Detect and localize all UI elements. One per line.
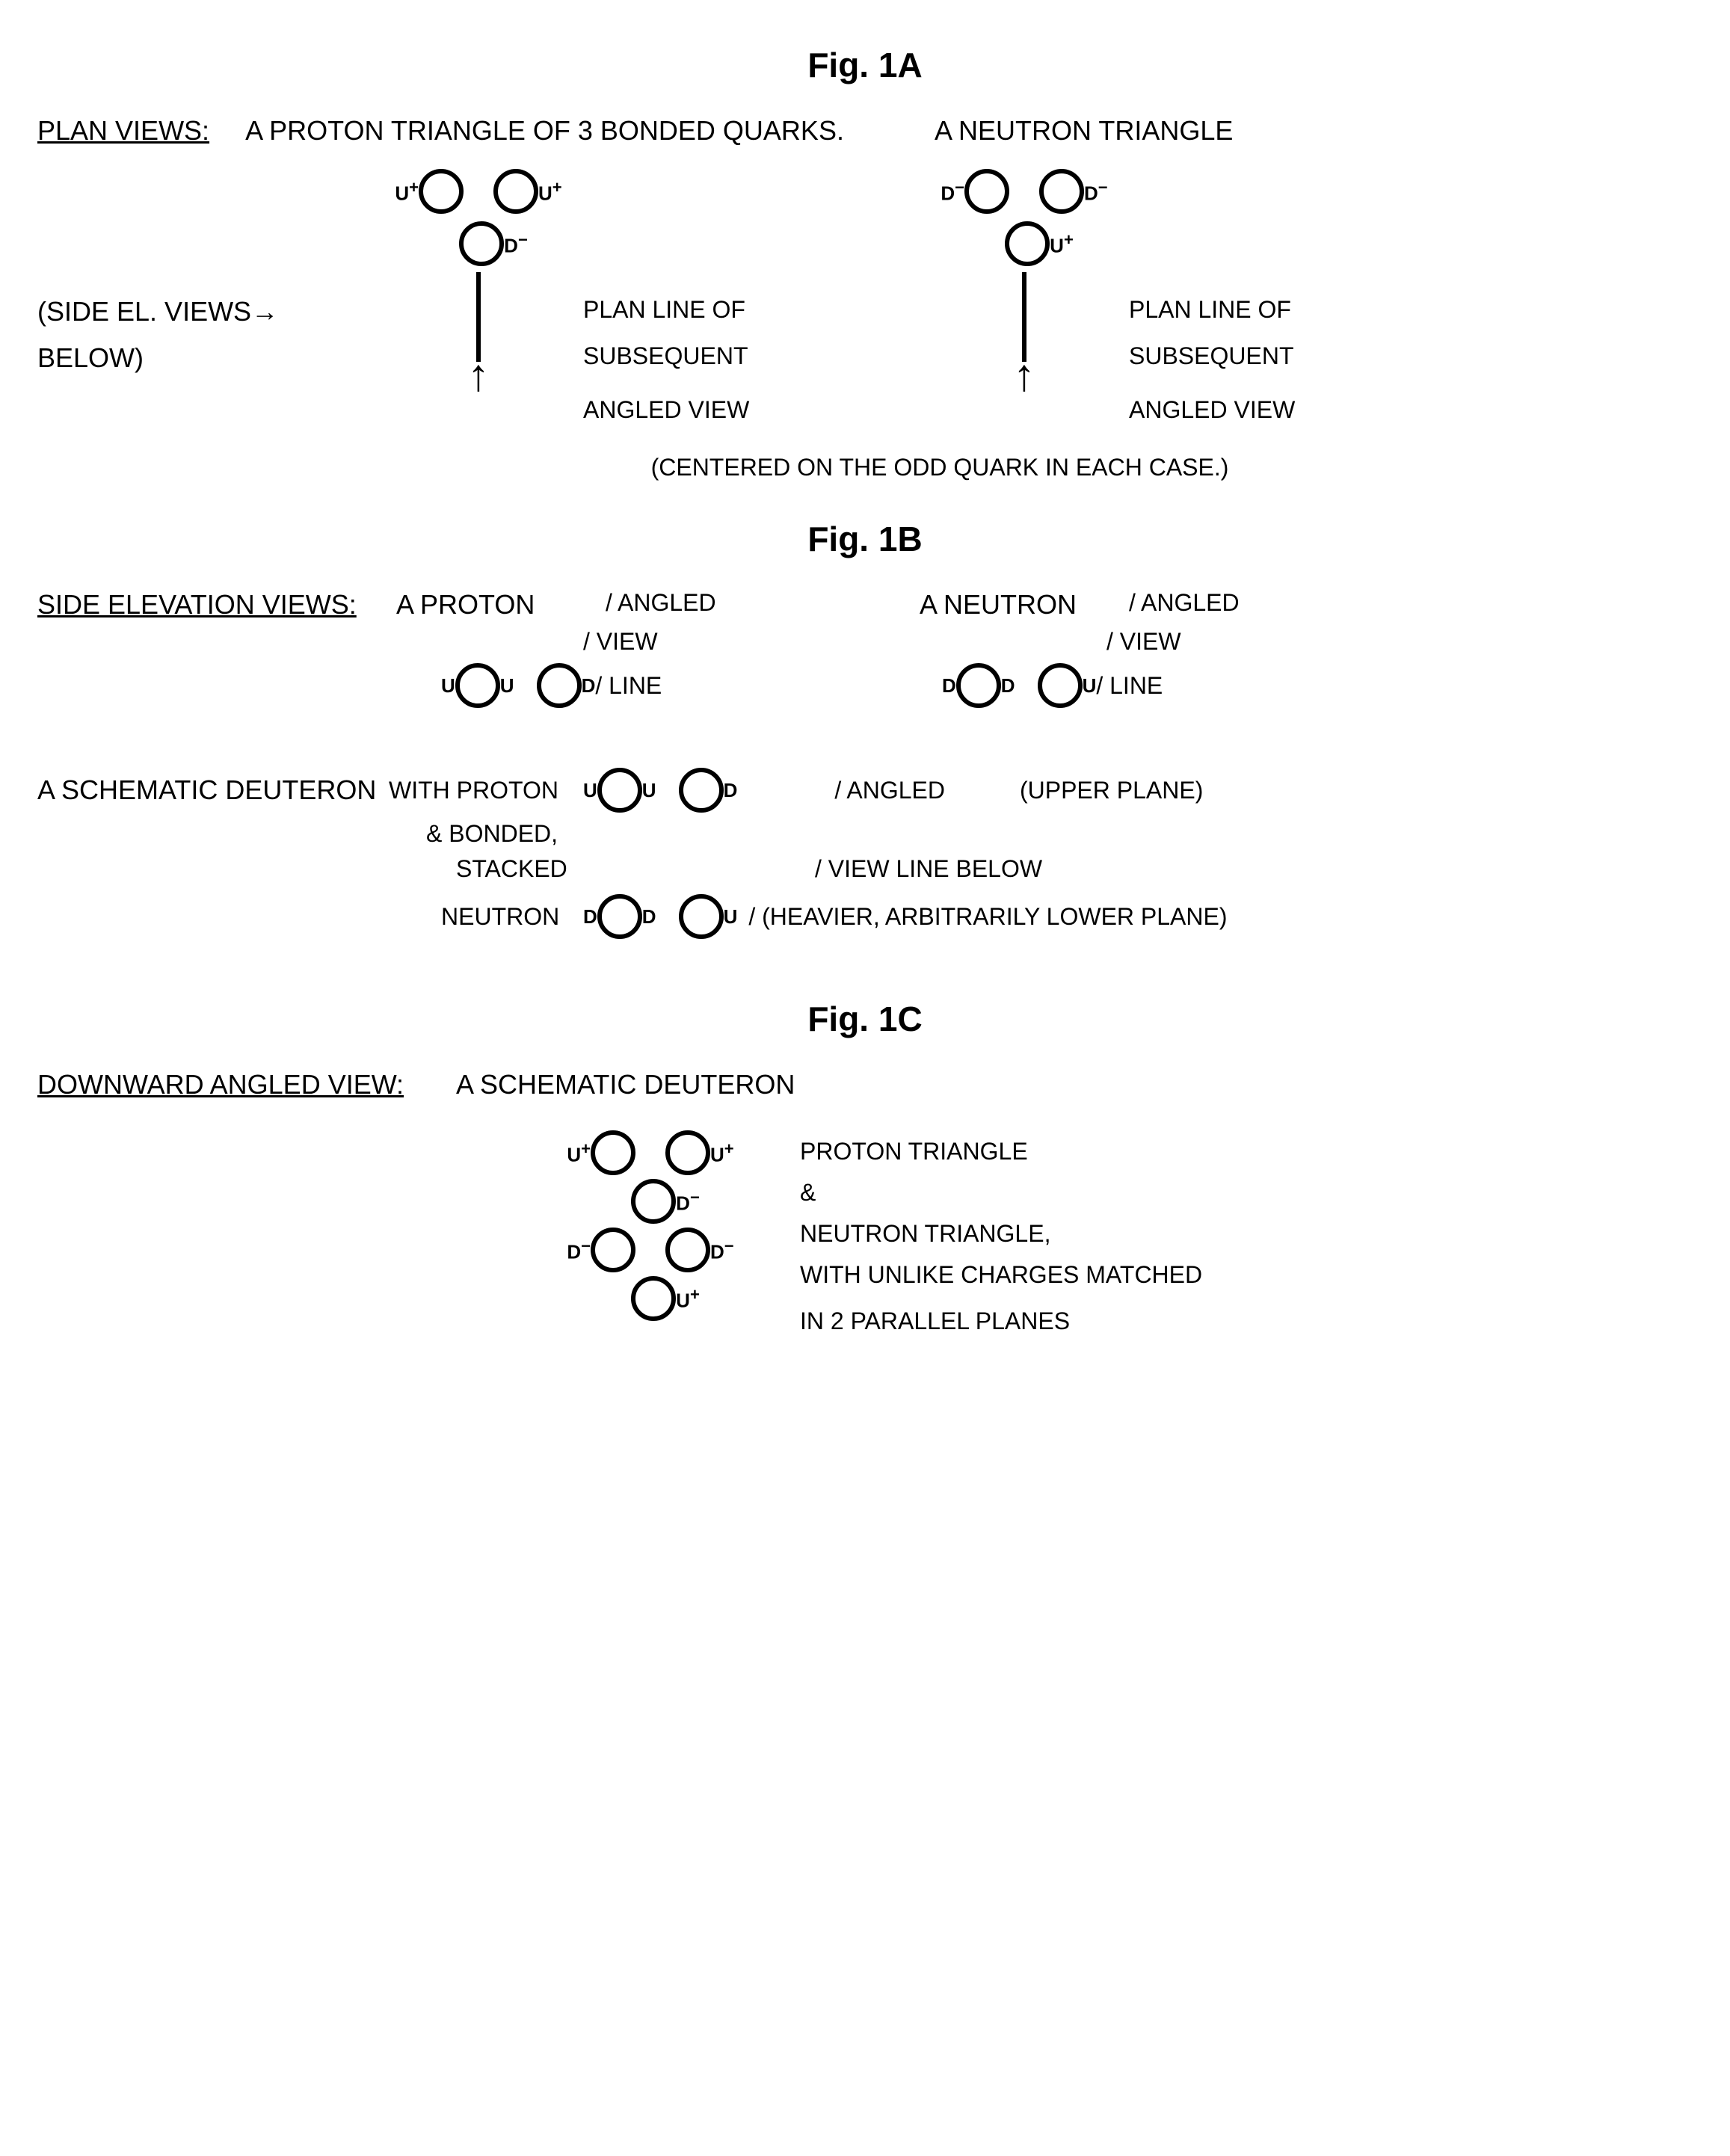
proton-side-d: D — [537, 663, 596, 708]
view-line-below: / VIEW LINE BELOW — [815, 855, 1042, 883]
proton-triangle-block: U+ U+ D− ↑ PLAN LINE OF SUBSEQUENT ANGLE… — [374, 169, 897, 424]
neutron-quark-d1: D− — [941, 169, 1009, 214]
proton-plan-line-1: PLAN LINE OF — [583, 296, 749, 324]
annot-neutron-triangle: NEUTRON TRIANGLE, — [800, 1220, 1202, 1248]
deuteron-label: A SCHEMATIC DEUTERON — [37, 774, 389, 806]
fig-1a-title: Fig. 1A — [37, 45, 1693, 85]
neutron-heading: A NEUTRON TRIANGLE — [935, 115, 1233, 147]
neutron-plan-line — [1022, 272, 1026, 362]
fig1c-d1: D− — [631, 1179, 700, 1224]
fig1a-heading-row: PLAN VIEWS: A PROTON TRIANGLE OF 3 BONDE… — [37, 115, 1693, 147]
proton-quark-u1: U+ — [395, 169, 464, 214]
proton-arrow-up: ↑ — [374, 362, 583, 389]
upper-plane: (UPPER PLANE) — [1020, 777, 1203, 804]
fig1c-d3: D− — [665, 1228, 734, 1272]
annot-proton-triangle: PROTON TRIANGLE — [800, 1138, 1202, 1165]
proton-plan-line-2: SUBSEQUENT — [583, 342, 749, 370]
neutron-quark-d2: D− — [1039, 169, 1108, 214]
proton-side-u1: UU — [441, 663, 514, 708]
neutron-side-u: U — [1038, 663, 1097, 708]
deu-neutron-u: U — [679, 894, 738, 939]
with-proton: WITH PROTON — [389, 777, 583, 804]
deu-neutron-d1: DD — [583, 894, 656, 939]
proton-quark-d: D− — [459, 221, 528, 266]
annot-parallel: IN 2 PARALLEL PLANES — [800, 1308, 1202, 1335]
fig1b-heading-row: SIDE ELEVATION VIEWS: A PROTON / ANGLED … — [37, 589, 1693, 708]
fig1c-body: U+ U+ D− D− D− U+ PROTON TRIANGLE & NEUT… — [37, 1130, 1693, 1335]
stacked: STACKED — [456, 855, 815, 883]
annot-unlike: WITH UNLIKE CHARGES MATCHED — [800, 1261, 1202, 1289]
schematic-deuteron-sub: A SCHEMATIC DEUTERON — [456, 1069, 795, 1100]
fig1c-u1: U+ — [567, 1130, 635, 1175]
proton-angled: / ANGLED — [606, 589, 716, 620]
fig-1c-title: Fig. 1C — [37, 999, 1693, 1039]
neutron-side-d1: DD — [942, 663, 1015, 708]
annot-amp: & — [800, 1179, 1202, 1207]
proton-heading: A PROTON TRIANGLE OF 3 BONDED QUARKS. — [245, 115, 844, 146]
neutron-triangle-block: D− D− U+ ↑ PLAN LINE OF SUBSEQUENT ANGLE… — [920, 169, 1443, 424]
centered-note: (CENTERED ON THE ODD QUARK IN EACH CASE.… — [37, 454, 1693, 481]
side-el-label-2: BELOW) — [37, 342, 351, 374]
neutron-label: A NEUTRON — [920, 589, 1129, 620]
proton-view: / VIEW — [583, 628, 658, 656]
side-elevation-label: SIDE ELEVATION VIEWS: — [37, 589, 396, 620]
proton-label: A PROTON — [396, 589, 606, 620]
side-el-label-1: (SIDE EL. VIEWS→ — [37, 296, 351, 327]
proton-line: / LINE — [595, 672, 662, 700]
proton-plan-line-3: ANGLED VIEW — [583, 396, 749, 424]
fig1c-heading-row: DOWNWARD ANGLED VIEW: A SCHEMATIC DEUTER… — [37, 1069, 1693, 1100]
plan-views-label: PLAN VIEWS: — [37, 115, 209, 146]
neutron-plan-line-3: ANGLED VIEW — [1129, 396, 1295, 424]
deu-proton-u1: UU — [583, 768, 656, 813]
deu-proton-d: D — [679, 768, 738, 813]
fig1a-body: (SIDE EL. VIEWS→ BELOW) U+ U+ D− ↑ PLAN — [37, 169, 1693, 424]
bonded: & BONDED, — [426, 820, 558, 848]
neutron-plan-line-1: PLAN LINE OF — [1129, 296, 1295, 324]
fig1c-u2: U+ — [665, 1130, 734, 1175]
fig1c-d2: D− — [567, 1228, 635, 1272]
neutron-word: NEUTRON — [441, 903, 583, 931]
neutron-quark-u: U+ — [1005, 221, 1074, 266]
neutron-line: / LINE — [1096, 672, 1163, 700]
proton-quark-u2: U+ — [493, 169, 562, 214]
proton-plan-line — [476, 272, 481, 362]
fig1c-u3: U+ — [631, 1276, 700, 1321]
downward-angled-label: DOWNWARD ANGLED VIEW: — [37, 1069, 456, 1100]
neutron-view: / VIEW — [1106, 628, 1181, 656]
heavier: / (HEAVIER, ARBITRARILY LOWER PLANE) — [748, 903, 1227, 931]
fig-1b-title: Fig. 1B — [37, 519, 1693, 559]
deuteron-block: A SCHEMATIC DEUTERON WITH PROTON UU D / … — [37, 768, 1693, 939]
neutron-arrow-up: ↑ — [920, 362, 1129, 389]
neutron-plan-line-2: SUBSEQUENT — [1129, 342, 1295, 370]
neutron-angled: / ANGLED — [1129, 589, 1240, 620]
deu-angled: / ANGLED — [834, 777, 945, 804]
